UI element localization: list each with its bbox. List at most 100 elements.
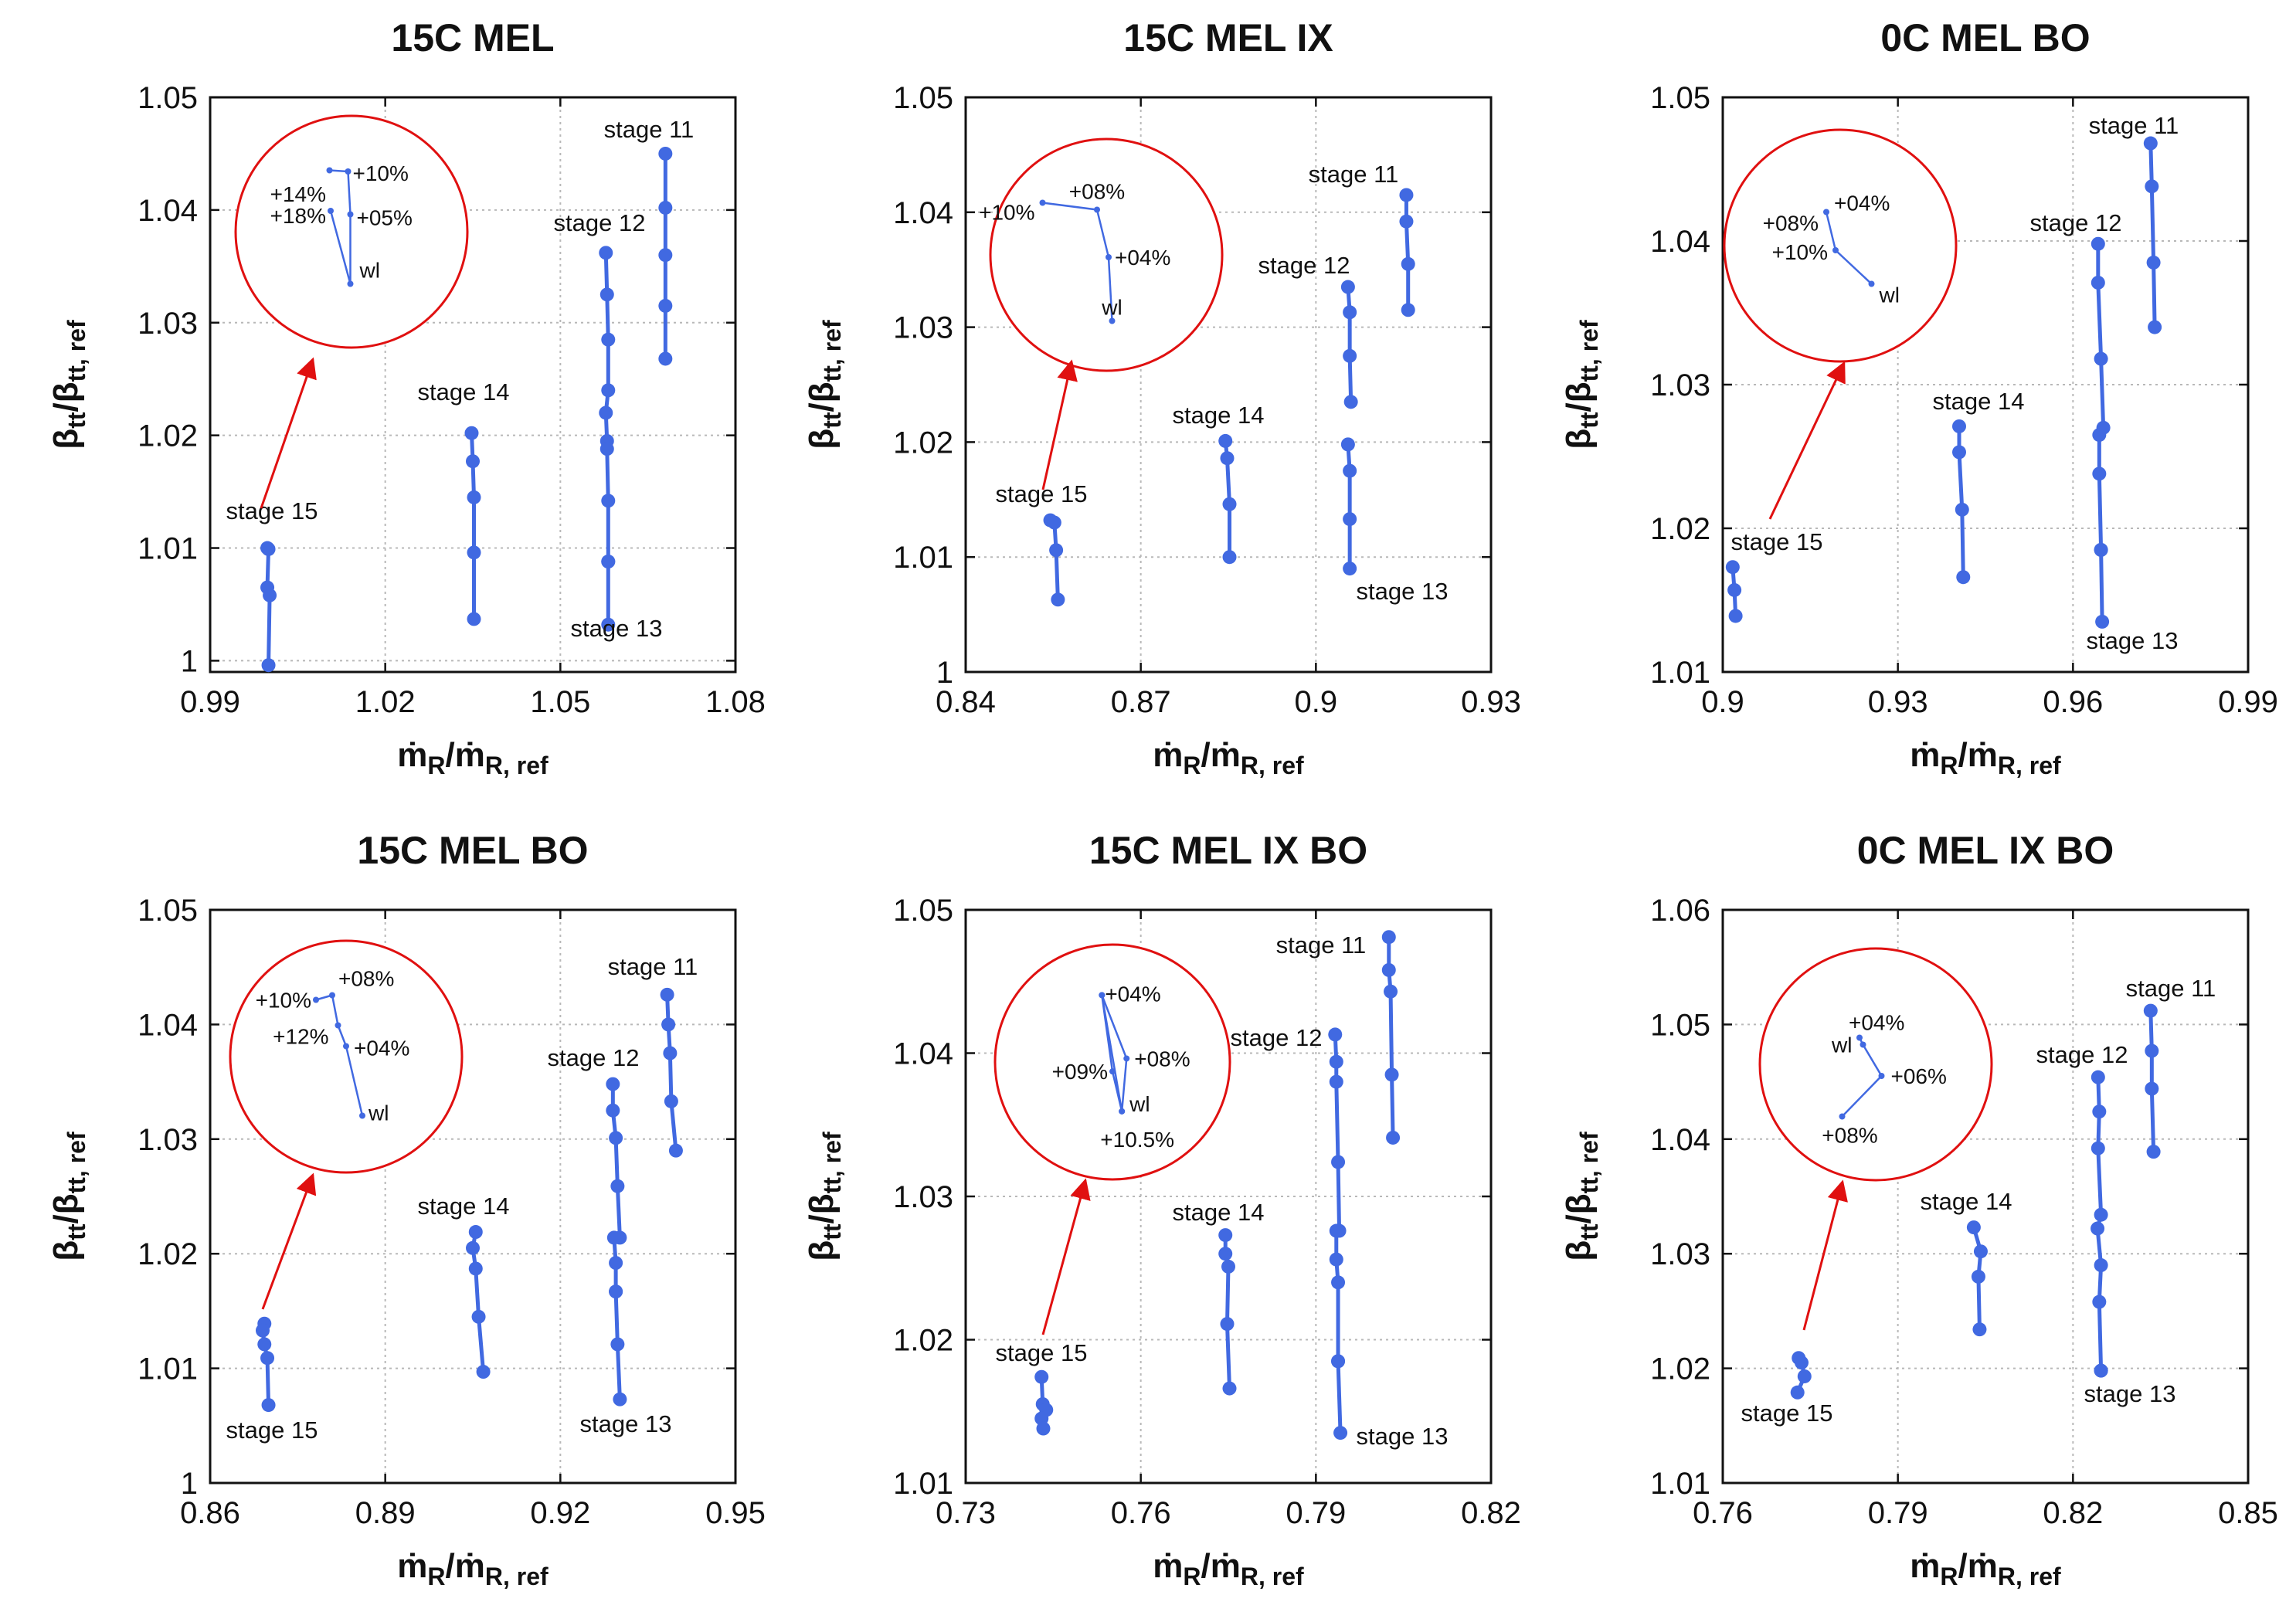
data-point: [1797, 1369, 1812, 1383]
data-point: [1386, 1130, 1401, 1145]
inset-label: wl: [1101, 296, 1122, 320]
plot-frame: [1721, 908, 2250, 1485]
y-tick-label: 1.01: [893, 1467, 953, 1501]
inset-point: [347, 211, 354, 218]
series-stage-14: stage 14: [1933, 388, 2024, 585]
data-point: [1218, 433, 1233, 448]
data-point: [1329, 1223, 1343, 1238]
series-stage-11: stage 11: [1309, 161, 1415, 317]
data-point: [1340, 437, 1355, 452]
data-point: [2145, 179, 2159, 194]
inset-label: +10%: [353, 161, 409, 185]
data-point: [1401, 303, 1415, 317]
inset-label: +08%: [1822, 1124, 1877, 1148]
stage-label: stage 15: [1741, 1400, 1833, 1427]
stage-label: stage 14: [418, 378, 510, 406]
x-tick-label: 0.93: [1461, 685, 1521, 719]
inset-arrow: [1041, 359, 1078, 490]
data-point: [1220, 451, 1235, 466]
plot-frame: [209, 908, 737, 1485]
stage-label: stage 14: [1173, 402, 1265, 429]
data-point: [2148, 320, 2162, 334]
inset-point: [1878, 1073, 1885, 1079]
series-line: [2148, 1010, 2156, 1152]
inset-point: [1109, 1068, 1116, 1075]
inset-label: +04%: [354, 1037, 409, 1060]
series-stage-15: stage 15: [226, 497, 318, 673]
plot-frame: [209, 96, 737, 674]
inset-label: +04%: [1105, 982, 1160, 1006]
stage-label: stage 13: [2084, 1380, 2176, 1407]
series-line: [2096, 243, 2106, 550]
inset-point: [1106, 254, 1112, 260]
y-tick-label: 1: [181, 644, 198, 678]
stage-label: stage 15: [1731, 528, 1823, 555]
data-point: [1343, 305, 1357, 320]
series-line: [1972, 1227, 1983, 1330]
data-point: [609, 1131, 623, 1145]
inset-label: +10.5%: [1100, 1128, 1174, 1152]
inset-point: [359, 1112, 365, 1119]
data-point: [1343, 512, 1357, 527]
data-point: [606, 1103, 620, 1118]
chart-title: 15C MEL BO: [357, 829, 588, 872]
inset-point: [1856, 1034, 1863, 1041]
y-tick-label: 1: [181, 1467, 198, 1501]
data-point: [1036, 1421, 1051, 1436]
data-point: [1222, 1381, 1237, 1396]
y-tick-label: 1.03: [138, 1123, 198, 1157]
inset-arrow: [1802, 1179, 1848, 1331]
data-point: [2091, 236, 2105, 251]
y-tick-label: 1.01: [138, 1352, 198, 1386]
data-point: [261, 1398, 276, 1413]
y-tick-label: 1.03: [138, 307, 198, 341]
series-stage-13: stage 13: [2084, 1363, 2176, 1407]
series-stage-13: stage 13: [1331, 1354, 1448, 1450]
data-point: [261, 658, 276, 673]
stage-label: stage 15: [226, 1417, 318, 1444]
y-tick-label: 1.04: [138, 1008, 198, 1042]
stage-label: stage 12: [548, 1044, 640, 1071]
data-point: [1329, 1252, 1343, 1267]
stage-label: stage 11: [2126, 975, 2216, 1002]
series-stage-14: stage 14: [1173, 1199, 1265, 1396]
stage-label: stage 13: [1357, 1423, 1449, 1450]
data-point: [2092, 428, 2107, 443]
data-point: [1384, 984, 1398, 999]
y-tick-label: 1.03: [893, 311, 953, 345]
x-tick-label: 0.96: [2043, 685, 2103, 719]
data-point: [2091, 1221, 2105, 1236]
data-point: [599, 442, 614, 456]
data-point: [468, 1225, 483, 1240]
series-stage-15: stage 15: [1725, 528, 1823, 623]
x-tick-label: 0.95: [705, 1496, 766, 1530]
series-stage-13: stage 13: [580, 1284, 671, 1437]
data-point: [1727, 582, 1742, 597]
stage-label: stage 15: [996, 480, 1088, 507]
chart-title: 0C MEL BO: [1880, 16, 2090, 59]
x-tick-label: 1.05: [530, 685, 590, 719]
data-point: [609, 1256, 623, 1271]
y-axis-label: βtt/βtt, ref: [1560, 1132, 1603, 1261]
stage-label: stage 14: [1173, 1199, 1265, 1226]
stage-label: stage 12: [554, 209, 646, 236]
data-point: [661, 1017, 676, 1032]
y-tick-label: 1.05: [138, 81, 198, 115]
chart-panel-1: 0.99 1.02 1.05 1.08 1 1.01 1.02 1.03 1.04 1.05 15C…: [47, 16, 766, 779]
data-point: [476, 1365, 491, 1379]
data-point: [471, 1309, 486, 1324]
data-point: [610, 1337, 625, 1352]
data-point: [1331, 1354, 1346, 1369]
data-point: [2092, 1295, 2107, 1309]
inset-label: wl: [1831, 1033, 1852, 1057]
x-tick-label: 0.99: [180, 685, 240, 719]
inset-label: +10%: [1772, 240, 1828, 264]
series-stage-14: stage 14: [1921, 1188, 2012, 1337]
series-stage-11: stage 11: [2126, 975, 2216, 1159]
data-point: [2143, 136, 2158, 151]
data-point: [2094, 1363, 2108, 1378]
inset-point: [1099, 992, 1106, 999]
y-axis-label: βtt/βtt, ref: [47, 320, 90, 450]
y-tick-label: 1.02: [138, 419, 198, 453]
data-point: [1340, 280, 1355, 294]
